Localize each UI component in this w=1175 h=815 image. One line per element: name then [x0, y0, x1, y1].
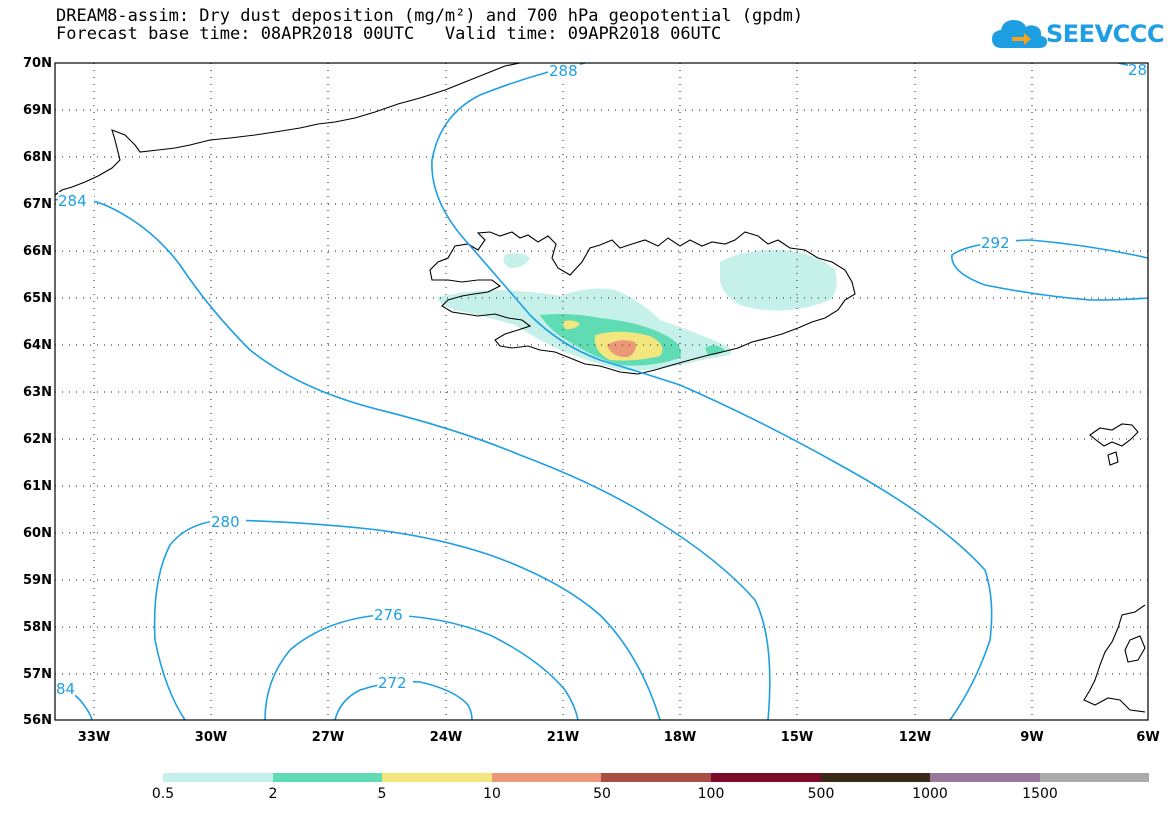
lon-label-15w: 15W [780, 730, 814, 745]
lat-label-59n: 59N [23, 573, 52, 588]
legend-swatch-2 [382, 773, 492, 782]
contour-label-292: 292 [981, 234, 1010, 252]
dust-area-0.5-nw [503, 253, 530, 268]
lat-label-61n: 61N [23, 479, 52, 494]
contour-label-272: 272 [378, 674, 407, 692]
legend-label-100: 100 [697, 786, 725, 802]
lon-label-24w: 24W [429, 730, 463, 745]
contour-label-284: 284 [58, 192, 87, 210]
map-frame [54, 62, 1149, 721]
legend-swatch-7 [930, 773, 1040, 782]
cloud-arrow-icon [992, 20, 1048, 48]
legend-swatch-8 [1039, 773, 1150, 782]
lat-label-70n: 70N [23, 56, 52, 71]
lat-label-63n: 63N [23, 385, 52, 400]
lon-label-33w: 33W [77, 730, 111, 745]
lat-label-56n: 56N [23, 713, 52, 728]
legend-label-500: 500 [807, 786, 835, 802]
map-title-line1: DREAM8-assim: Dry dust deposition (mg/m²… [56, 6, 804, 26]
contour-label-288: 288 [549, 62, 578, 80]
legend-swatch-6 [820, 773, 931, 782]
lat-label-67n: 67N [23, 197, 52, 212]
legend-label-0.5: 0.5 [151, 786, 175, 802]
contour-288 [431, 62, 993, 721]
lon-label-6w: 6W [1136, 730, 1160, 745]
iceland-coastline [429, 231, 856, 375]
legend-swatch-4 [601, 773, 711, 782]
contour-276 [264, 614, 579, 721]
lon-label-18w: 18W [663, 730, 697, 745]
deposition-color-legend [163, 773, 1150, 782]
lon-label-30w: 30W [194, 730, 228, 745]
dust-deposition-field [438, 249, 837, 371]
lat-label-69n: 69N [23, 103, 52, 118]
lat-label-60n: 60N [23, 526, 52, 541]
contour-label-28: 28 [1128, 61, 1147, 79]
contour-280 [153, 519, 661, 721]
legend-label-5: 5 [377, 786, 387, 802]
legend-swatch-1 [272, 773, 383, 782]
graticule [55, 63, 1148, 720]
contour-292 [951, 239, 1149, 301]
coastlines [54, 62, 1146, 713]
map-title-line2: Forecast base time: 08APR2018 00UTC Vali… [56, 24, 722, 44]
faroe-islands-coastline-2 [1107, 451, 1119, 466]
greenland-coastline [54, 62, 521, 196]
legend-swatch-5 [710, 773, 821, 782]
dust-area-10 [607, 340, 636, 358]
logo-wordmark: SEEVCCC [1046, 20, 1165, 48]
contour-labels: 288 284 292 280 276 272 84 28 [55, 61, 1148, 698]
lat-label-66n: 66N [23, 244, 52, 259]
contour-label-280: 280 [211, 513, 240, 531]
dust-area-5b [562, 320, 580, 330]
lat-label-62n: 62N [23, 432, 52, 447]
faroe-islands-coastline [1089, 423, 1139, 447]
contour-label-276: 276 [374, 606, 403, 624]
contour-272 [334, 680, 473, 721]
lon-label-9w: 9W [1020, 730, 1044, 745]
lat-label-65n: 65N [23, 291, 52, 306]
legend-label-1500: 1500 [1022, 786, 1058, 802]
lon-label-27w: 27W [311, 730, 345, 745]
dust-area-0.5-ne [720, 249, 837, 311]
lat-label-57n: 57N [23, 667, 52, 682]
lon-label-21w: 21W [546, 730, 580, 745]
lat-label-58n: 58N [23, 620, 52, 635]
contour-284 [54, 197, 771, 721]
seevccc-logo [990, 14, 1140, 58]
legend-swatch-3 [491, 773, 602, 782]
legend-swatch-0 [163, 773, 273, 782]
lon-label-12w: 12W [898, 730, 932, 745]
lat-label-68n: 68N [23, 150, 52, 165]
legend-label-10: 10 [483, 786, 501, 802]
legend-label-1000: 1000 [912, 786, 948, 802]
lat-label-64n: 64N [23, 338, 52, 353]
legend-label-2: 2 [268, 786, 278, 802]
legend-label-50: 50 [593, 786, 611, 802]
scotland-coastline [1083, 604, 1146, 713]
contour-label-84: 84 [56, 680, 75, 698]
outer-hebrides-coastline [1124, 635, 1146, 663]
